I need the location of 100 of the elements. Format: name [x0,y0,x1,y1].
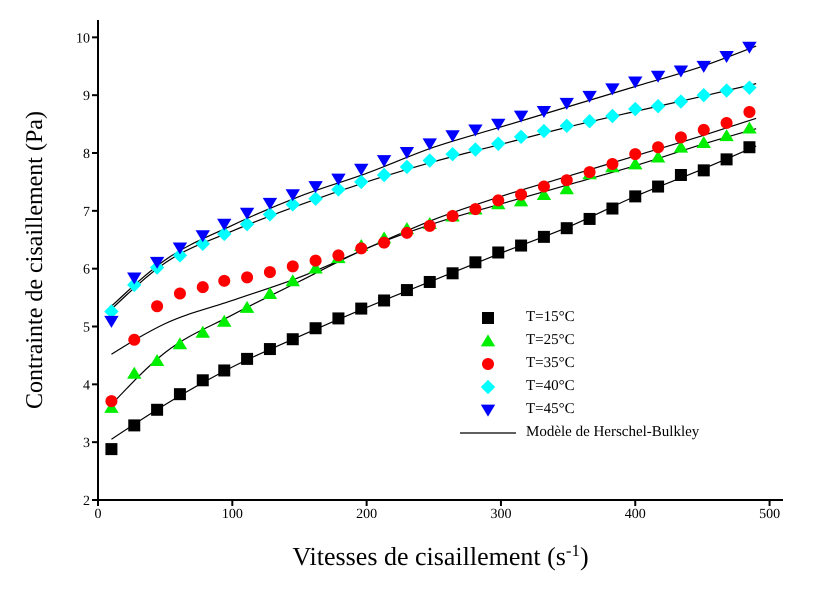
point [310,322,322,334]
point [151,300,164,312]
x-tick-label: 100 [222,506,243,522]
point [127,272,142,285]
point [172,242,188,254]
point [105,395,118,408]
y-tick-label: 8 [83,146,90,162]
point [218,364,230,376]
point [241,352,254,365]
point [742,80,757,95]
legend-label: T=40°C [526,378,575,395]
point [674,131,687,144]
y-axis-title: Contrainte de cisaillement (Pa) [22,111,48,409]
legend-label: T=45°C [526,401,575,418]
point [196,230,210,242]
point [629,190,642,202]
point [719,83,734,98]
point [536,124,552,138]
point [720,116,733,129]
point [650,98,666,114]
legend-label: Modèle de Herschel-Bulkley [526,424,700,441]
point [743,106,756,118]
point [104,316,119,328]
point [605,83,620,96]
point [151,404,164,416]
point [172,337,188,350]
point [468,142,483,157]
point [286,333,299,346]
point [127,366,142,379]
point [469,256,482,268]
point [286,274,300,286]
point [720,153,733,166]
point [742,42,757,54]
point [424,276,436,288]
point [241,271,254,284]
point [628,76,642,88]
point [217,314,232,327]
point [628,102,642,116]
point [582,90,597,103]
point [515,240,528,252]
x-tick-label: 200 [356,506,378,522]
point [262,286,278,299]
point [400,284,413,296]
point [674,168,687,181]
point [514,130,528,144]
point [262,198,278,210]
point [308,181,323,194]
point [355,302,368,315]
point [262,207,278,222]
point [560,118,574,134]
y-tick-label: 9 [83,89,90,104]
point [538,230,550,243]
point [742,122,757,134]
point [331,174,346,186]
x-axis-title: Vitesses de cisaillement (s$^{-1}$) [292,540,589,571]
point [515,188,528,201]
point [674,65,688,78]
point [240,208,254,220]
y-tick-label: 4 [83,378,90,394]
point [719,51,734,64]
point [652,141,664,154]
point [150,354,164,366]
point [286,260,299,272]
point [445,146,460,162]
point [606,158,618,170]
point [719,129,734,142]
point [196,281,209,294]
point [400,226,413,239]
legend-label: T=25°C [526,332,575,349]
point [376,155,392,168]
point [378,236,390,249]
y-tick-label: 5 [83,320,90,336]
point [150,256,164,269]
point [560,98,574,110]
point [308,192,323,206]
point [400,147,414,160]
point [196,374,209,386]
y-tick-label: 2 [83,494,90,509]
point [536,106,552,118]
point [582,114,597,128]
point [538,180,550,193]
point [696,88,711,102]
point [264,343,276,356]
point [445,130,460,142]
point [514,110,528,123]
y-tick-label: 7 [83,204,90,220]
point [492,246,504,258]
point [400,160,414,174]
y-tick-label: 3 [83,436,90,452]
y-tick-label: 10 [76,31,90,46]
x-tick-label: 500 [759,506,780,522]
point [128,419,140,432]
legend-label: T=15°C [526,309,575,326]
point [240,300,254,313]
point [629,148,642,160]
point [240,216,254,232]
point [128,334,140,346]
point [491,136,506,151]
point [286,189,300,202]
point [196,326,210,338]
